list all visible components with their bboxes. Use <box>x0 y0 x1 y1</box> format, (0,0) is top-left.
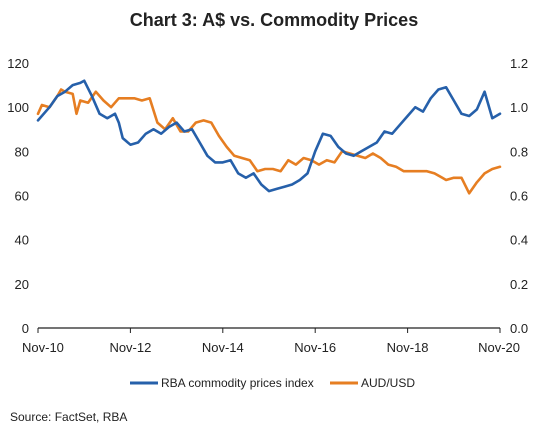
series-lines <box>36 79 502 195</box>
legend-commodity-label: RBA commodity prices index <box>161 376 314 390</box>
y-left-tick-label: 100 <box>7 100 29 115</box>
x-tick-label: Nov-18 <box>387 340 429 355</box>
y-left-tick-label: 20 <box>15 277 29 292</box>
series-line-audusd <box>36 88 502 195</box>
x-axis-ticks: Nov-10 Nov-12 Nov-14 Nov-16 Nov-18 Nov-20 <box>22 328 520 355</box>
y-left-axis-ticks: 0 20 40 60 80 100 120 <box>7 56 29 336</box>
y-left-tick-label: 0 <box>22 321 29 336</box>
y-right-axis-ticks: 0.0 0.2 0.4 0.6 0.8 1.0 1.2 <box>510 56 528 336</box>
series-line-commodity-index <box>36 79 502 193</box>
x-tick-label: Nov-16 <box>294 340 336 355</box>
y-right-tick-label: 0.6 <box>510 189 528 204</box>
legend: RBA commodity prices index AUD/USD <box>130 376 415 390</box>
y-right-tick-label: 0.2 <box>510 277 528 292</box>
y-right-tick-label: 1.0 <box>510 100 528 115</box>
y-left-tick-label: 80 <box>15 144 29 159</box>
y-right-tick-label: 1.2 <box>510 56 528 71</box>
y-left-tick-label: 40 <box>15 233 29 248</box>
y-left-tick-label: 60 <box>15 189 29 204</box>
legend-audusd-label: AUD/USD <box>361 376 415 390</box>
y-right-tick-label: 0.0 <box>510 321 528 336</box>
y-left-tick-label: 120 <box>7 56 29 71</box>
y-right-tick-label: 0.8 <box>510 144 528 159</box>
x-tick-label: Nov-20 <box>478 340 520 355</box>
x-tick-label: Nov-14 <box>202 340 244 355</box>
y-right-tick-label: 0.4 <box>510 233 528 248</box>
source-note: Source: FactSet, RBA <box>10 410 128 424</box>
chart-title: Chart 3: A$ vs. Commodity Prices <box>129 10 419 30</box>
x-tick-label: Nov-10 <box>22 340 64 355</box>
x-tick-label: Nov-12 <box>109 340 151 355</box>
